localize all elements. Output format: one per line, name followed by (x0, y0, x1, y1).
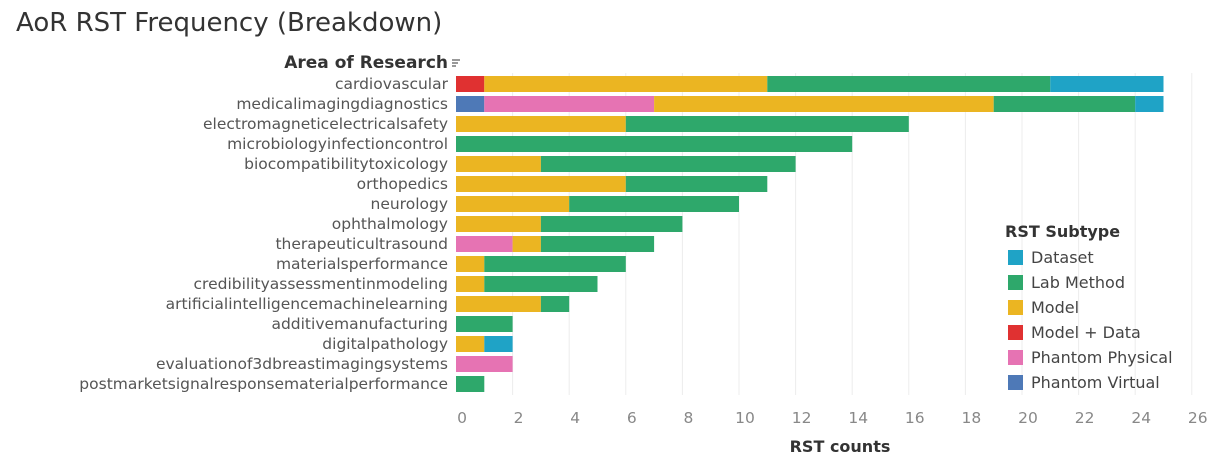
x-tick-label: 22 (1075, 409, 1095, 427)
bar-segment (456, 96, 485, 112)
bar-segment (1050, 76, 1164, 92)
chart-title: AoR RST Frequency (Breakdown) (16, 8, 443, 38)
bar-segment (456, 196, 570, 212)
legend-swatch (1008, 375, 1023, 390)
bar-segment (484, 76, 768, 92)
x-tick-label: 14 (848, 409, 868, 427)
bar-segment (767, 76, 1051, 92)
legend-label: Phantom Physical (1031, 348, 1173, 367)
category-label: additivemanufacturing (271, 315, 448, 333)
bar-segment (993, 96, 1136, 112)
bar-segment (540, 296, 570, 312)
bar-segment (456, 256, 485, 272)
bar-segment (484, 256, 626, 272)
x-tick-label: 18 (962, 409, 982, 427)
legend-label: Dataset (1031, 248, 1094, 267)
bar-segment (625, 176, 768, 192)
x-tick-label: 26 (1188, 409, 1208, 427)
legend-title: RST Subtype (1005, 222, 1120, 241)
category-label: materialsperformance (276, 255, 448, 273)
category-label: orthopedics (357, 175, 448, 193)
row-header: Area of Research (284, 53, 448, 73)
category-label: cardiovascular (335, 75, 449, 93)
bar-segment (456, 236, 513, 252)
x-tick-label: 16 (905, 409, 925, 427)
bar-segment (540, 236, 655, 252)
bar-segment (625, 116, 909, 132)
legend-swatch (1008, 325, 1023, 340)
bar-segment (484, 276, 598, 292)
category-label: artificialintelligencemachinelearning (166, 295, 448, 313)
category-label: evaluationof3dbreastimagingsystems (156, 355, 448, 373)
x-tick-label: 4 (570, 409, 580, 427)
x-tick-label: 0 (457, 409, 467, 427)
bar-segment (456, 376, 485, 392)
bar-segment (456, 216, 541, 232)
category-label: therapeuticultrasound (275, 235, 448, 253)
bar-segment (484, 96, 655, 112)
x-tick-label: 2 (514, 409, 524, 427)
category-label: postmarketsignalresponsematerialperforma… (79, 375, 448, 393)
legend-swatch (1008, 350, 1023, 365)
bar-segment (654, 96, 994, 112)
legend-swatch (1008, 275, 1023, 290)
category-label: neurology (371, 195, 449, 213)
bar-segment (456, 276, 485, 292)
category-label: digitalpathology (322, 335, 448, 353)
legend-label: Phantom Virtual (1031, 373, 1160, 392)
bar-segment (456, 356, 513, 372)
category-label: biocompatibilitytoxicology (244, 155, 448, 173)
x-tick-label: 12 (792, 409, 812, 427)
bar-segment (456, 316, 513, 332)
bar-segment (456, 156, 541, 172)
x-tick-label: 6 (627, 409, 637, 427)
x-tick-label: 10 (735, 409, 755, 427)
bar-segment (456, 336, 485, 352)
legend-label: Model (1031, 298, 1079, 317)
x-axis-title: RST counts (790, 437, 891, 456)
legend-label: Lab Method (1031, 273, 1125, 292)
x-tick-label: 24 (1131, 409, 1151, 427)
bar-segment (569, 196, 739, 212)
bar-segment (540, 156, 796, 172)
category-label: medicalimagingdiagnostics (236, 95, 448, 113)
bar-segment (456, 116, 626, 132)
category-label: electromagneticelectricalsafety (203, 115, 448, 133)
bar-segment (456, 176, 626, 192)
bar-segment (1135, 96, 1164, 112)
bar-segment (512, 236, 541, 252)
category-label: microbiologyinfectioncontrol (227, 135, 448, 153)
legend-swatch (1008, 250, 1023, 265)
bar-segment (484, 336, 513, 352)
bar-segment (456, 136, 853, 152)
legend-label: Model + Data (1031, 323, 1141, 342)
category-label: ophthalmology (332, 215, 448, 233)
x-tick-label: 8 (683, 409, 693, 427)
category-label: credibilityassessmentinmodeling (194, 275, 448, 293)
bar-segment (456, 296, 541, 312)
legend-swatch (1008, 300, 1023, 315)
bar-segment (540, 216, 683, 232)
bar-segment (456, 76, 485, 92)
x-tick-label: 20 (1018, 409, 1038, 427)
